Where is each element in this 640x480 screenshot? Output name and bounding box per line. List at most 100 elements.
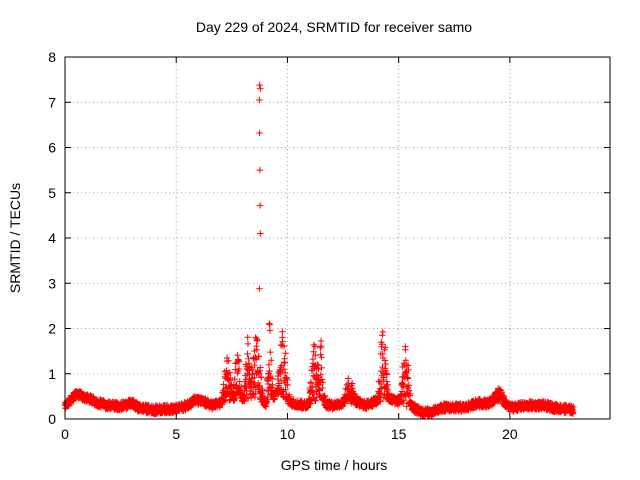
data-point (404, 374, 411, 381)
data-point (341, 400, 348, 407)
data-point (319, 384, 326, 392)
data-point (402, 393, 409, 400)
data-point (257, 230, 264, 237)
data-point (252, 390, 259, 397)
data-point (258, 374, 265, 381)
data-point (570, 403, 577, 411)
data-point (249, 366, 257, 374)
data-point (383, 378, 390, 385)
data-point (243, 391, 250, 398)
x-axis-label: GPS time / hours (281, 457, 388, 473)
data-point (383, 385, 390, 392)
data-point (382, 344, 389, 351)
data-point (266, 327, 274, 334)
data-point (269, 381, 276, 388)
data-point (321, 392, 328, 399)
y-tick-label: 8 (48, 49, 56, 65)
data-point (277, 370, 284, 378)
data-point (227, 374, 234, 382)
grid (65, 57, 610, 419)
data-point (242, 394, 249, 401)
data-point (317, 371, 324, 378)
data-point (377, 390, 384, 397)
data-point (248, 378, 255, 386)
data-point (245, 395, 252, 402)
data-point (266, 320, 273, 327)
data-point (256, 285, 263, 292)
data-point (381, 357, 389, 364)
data-point (405, 387, 413, 394)
data-point (245, 360, 253, 367)
data-point (223, 354, 231, 362)
x-tick-label: 0 (61, 426, 69, 442)
data-point (399, 400, 407, 407)
y-axis-label: SRMTID / TECUs (7, 183, 23, 293)
y-tick-label: 1 (48, 366, 56, 382)
data-point (281, 369, 289, 376)
data-point (349, 385, 356, 392)
data-point (254, 337, 261, 344)
data-point (279, 338, 286, 345)
data-point (284, 376, 291, 384)
data-point (235, 365, 243, 373)
data-point (257, 85, 264, 92)
data-point (234, 351, 241, 359)
x-tick-label: 10 (280, 426, 296, 442)
data-point (318, 376, 326, 383)
data-point (232, 366, 239, 373)
data-point (279, 328, 286, 335)
y-tick-label: 2 (48, 321, 56, 337)
data-point (253, 346, 261, 353)
data-point (253, 356, 260, 363)
data-point (379, 328, 386, 336)
x-tick-label: 20 (502, 426, 518, 442)
data-point (307, 379, 315, 387)
y-tick-label: 3 (48, 275, 56, 291)
data-point (384, 386, 391, 393)
data-point (382, 360, 389, 368)
y-tick-label: 0 (48, 411, 56, 427)
data-point (220, 381, 227, 388)
data-point (244, 350, 251, 358)
data-point (268, 375, 276, 382)
data-point (244, 340, 252, 348)
data-point (318, 364, 325, 372)
data-point (281, 359, 288, 367)
data-point (402, 371, 409, 378)
data-point (225, 357, 232, 364)
data-point (405, 366, 412, 373)
data-point (282, 386, 289, 393)
data-point (378, 341, 386, 348)
data-point (224, 375, 231, 383)
data-point (317, 344, 324, 351)
data-point (312, 352, 319, 359)
data-point (318, 354, 325, 361)
data-point (384, 388, 391, 395)
data-point (312, 397, 319, 405)
data-point (407, 390, 414, 398)
data-point (267, 357, 275, 364)
data-point (252, 334, 259, 341)
data-point (311, 343, 319, 350)
data-point (319, 379, 327, 386)
data-point (251, 374, 258, 381)
y-tick-label: 7 (48, 94, 56, 110)
data-point (404, 375, 412, 382)
data-point (235, 358, 243, 365)
data-point (310, 348, 317, 355)
data-point (267, 348, 274, 356)
data-point (377, 398, 384, 405)
y-tick-label: 5 (48, 185, 56, 201)
data-point (377, 380, 385, 388)
data-point (244, 334, 251, 341)
x-tick-label: 15 (391, 426, 407, 442)
data-point (280, 343, 288, 350)
data-point (402, 346, 409, 353)
data-point (242, 376, 250, 383)
data-point (314, 361, 321, 368)
data-point (345, 383, 352, 390)
chart-title: Day 229 of 2024, SRMTID for receiver sam… (196, 19, 472, 35)
data-point (231, 375, 238, 383)
data-point (255, 353, 262, 360)
data-point (383, 371, 391, 378)
